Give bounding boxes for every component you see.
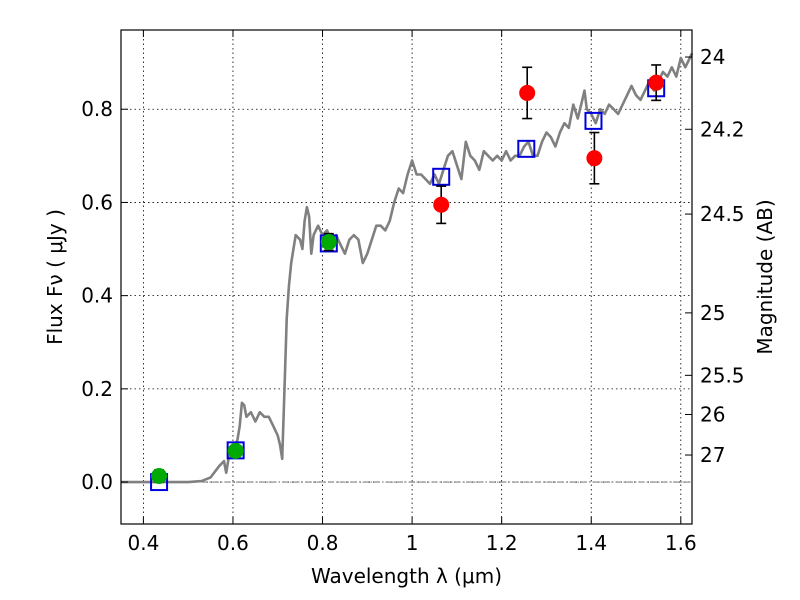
axis-ticks: 0.4 0.6 0.8 1 1.2 1.4 1.6 0.0 0.2 0.4 0.6 0.8 24 24.2… bbox=[81, 30, 745, 555]
plot-frame bbox=[120, 29, 693, 525]
y2-tick-label: 27 bbox=[700, 443, 725, 467]
observed-points-layer bbox=[151, 64, 665, 484]
y2-tick-label: 24.2 bbox=[700, 117, 745, 141]
x-tick-label: 0.8 bbox=[307, 531, 339, 555]
y-tick-label: 0.4 bbox=[81, 284, 113, 308]
model-square-marker bbox=[584, 111, 603, 130]
x-axis-label: Wavelength λ (μm) bbox=[311, 564, 502, 588]
y2-tick-label: 25.5 bbox=[700, 363, 745, 387]
y2-tick-label: 24 bbox=[700, 45, 725, 69]
model-square-marker bbox=[517, 139, 536, 158]
y2-tick-label: 26 bbox=[700, 402, 725, 426]
x-tick-label: 1 bbox=[406, 531, 419, 555]
template-sed-layer bbox=[121, 52, 694, 484]
y-tick-label: 0.0 bbox=[81, 470, 113, 494]
template-sed-line bbox=[121, 52, 694, 484]
model-squares-layer bbox=[150, 79, 666, 492]
y-tick-label: 0.2 bbox=[81, 377, 113, 401]
x-tick-label: 1.4 bbox=[575, 531, 607, 555]
x-tick-label: 1.6 bbox=[665, 531, 697, 555]
y-axis-label: Flux Fν ( μJy ) bbox=[43, 209, 67, 345]
grid bbox=[121, 30, 692, 524]
x-tick-label: 1.2 bbox=[486, 531, 518, 555]
observed-green-point bbox=[320, 234, 337, 251]
observed-red-point bbox=[433, 196, 450, 213]
observed-red-point bbox=[519, 84, 536, 101]
y-tick-label: 0.6 bbox=[81, 190, 113, 214]
observed-green-point bbox=[227, 442, 244, 459]
observed-green-point bbox=[151, 467, 168, 484]
y2-axis-label: Magnitude (AB) bbox=[753, 199, 777, 354]
observed-red-point bbox=[586, 150, 603, 167]
model-square-marker bbox=[432, 167, 451, 186]
x-tick-label: 0.4 bbox=[127, 531, 159, 555]
y2-tick-label: 25 bbox=[700, 301, 725, 325]
x-tick-label: 0.6 bbox=[217, 531, 249, 555]
observed-red-point bbox=[648, 74, 665, 91]
y-tick-label: 0.8 bbox=[81, 97, 113, 121]
y2-tick-label: 24.5 bbox=[700, 202, 745, 226]
